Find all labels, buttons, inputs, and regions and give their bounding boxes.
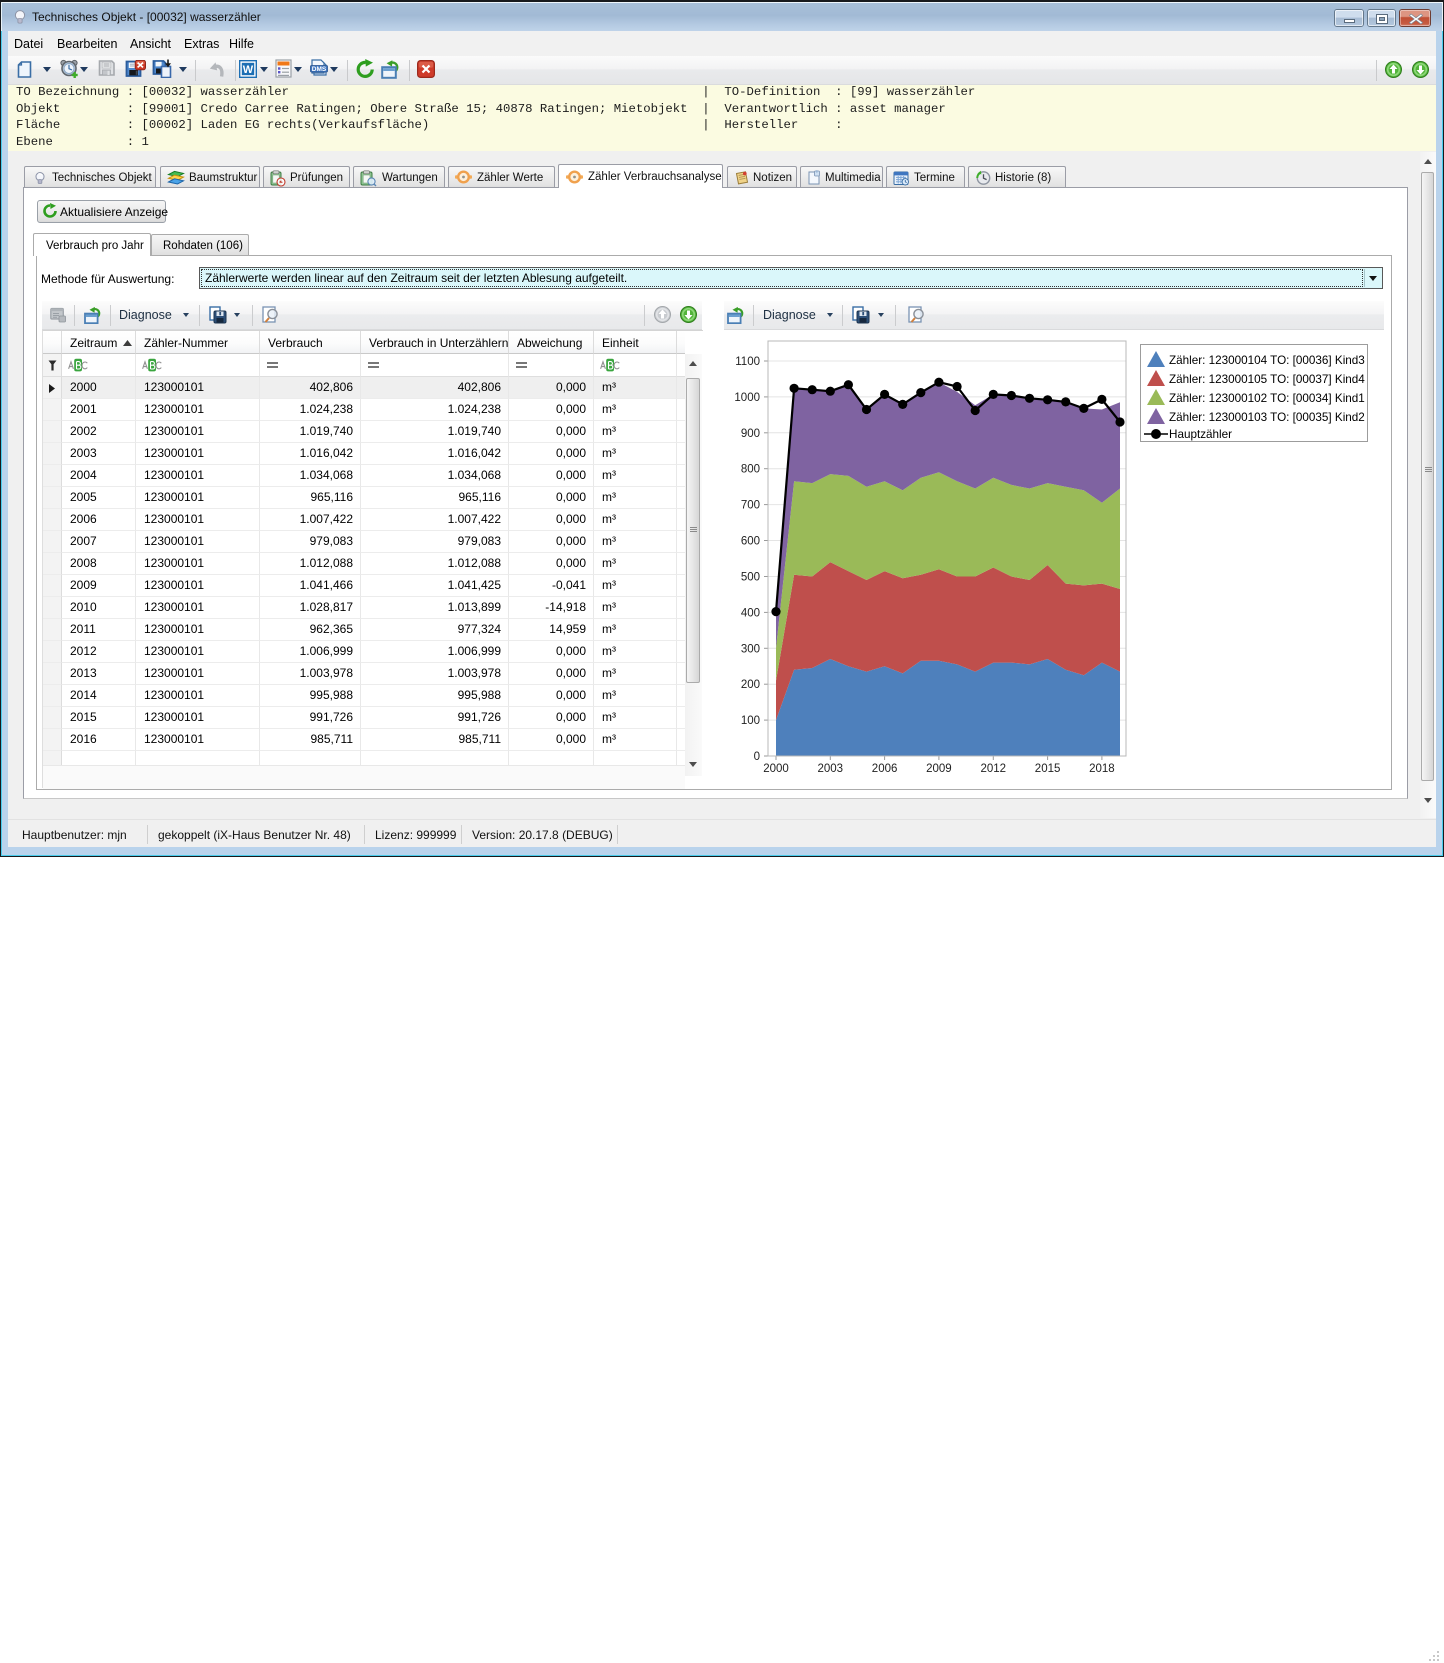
svg-text:2012: 2012: [981, 763, 1007, 775]
svg-text:100: 100: [741, 715, 760, 727]
svg-text:W: W: [243, 64, 254, 76]
svg-text:600: 600: [741, 536, 760, 548]
svg-text:2015: 2015: [1035, 763, 1061, 775]
svg-text:400: 400: [741, 607, 760, 619]
svg-text:2000: 2000: [763, 763, 789, 775]
svg-text:2006: 2006: [872, 763, 898, 775]
svg-text:700: 700: [741, 500, 760, 512]
svg-text:0: 0: [754, 751, 760, 763]
svg-text:300: 300: [741, 643, 760, 655]
svg-text:1000: 1000: [734, 392, 760, 404]
svg-text:800: 800: [741, 464, 760, 476]
svg-text:200: 200: [741, 679, 760, 691]
svg-text:DMS: DMS: [312, 66, 327, 73]
svg-text:900: 900: [741, 428, 760, 440]
svg-text:500: 500: [741, 572, 760, 584]
svg-text:1100: 1100: [735, 356, 760, 368]
svg-text:2018: 2018: [1089, 763, 1115, 775]
svg-text:2003: 2003: [818, 763, 844, 775]
svg-text:2009: 2009: [926, 763, 952, 775]
